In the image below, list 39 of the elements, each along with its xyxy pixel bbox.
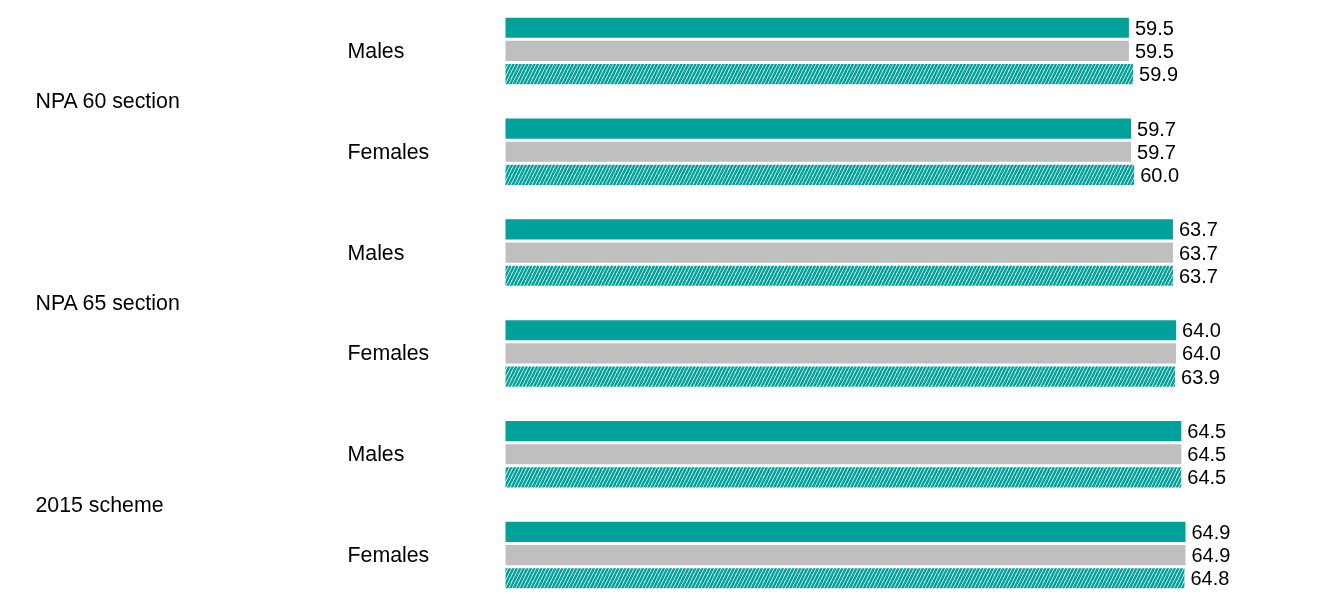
- data-label: 63.7: [1178, 241, 1218, 264]
- data-label: 59.9: [1139, 63, 1179, 86]
- y-tick-label: Males: [347, 442, 405, 467]
- data-label: 64.5: [1187, 420, 1227, 443]
- bar: [505, 420, 1182, 442]
- data-label: 63.9: [1181, 365, 1220, 388]
- bar: [505, 320, 1177, 341]
- data-label: 59.7: [1137, 117, 1176, 140]
- y-tick-label: Males: [347, 38, 405, 63]
- data-label: 64.5: [1187, 466, 1227, 489]
- data-label: 64.9: [1191, 544, 1231, 567]
- data-label: 63.7: [1178, 218, 1218, 241]
- y-tick-label: Males: [347, 240, 405, 265]
- bar: [505, 444, 1182, 465]
- y-tick-label: Females: [347, 341, 430, 366]
- bar: [505, 141, 1132, 162]
- bar: [505, 521, 1186, 542]
- data-label: 59.5: [1134, 39, 1174, 62]
- data-label: 59.5: [1134, 16, 1174, 39]
- text: NPA 65 section: [35, 291, 180, 315]
- data-label: 64.5: [1187, 443, 1227, 466]
- text: NPA 60 section: [35, 89, 180, 114]
- bar: [505, 17, 1129, 38]
- data-label: 63.7: [1178, 264, 1218, 287]
- bar: [505, 343, 1177, 364]
- data-label: 64.9: [1191, 520, 1231, 543]
- data-label: 64.0: [1182, 319, 1222, 342]
- data-label: 59.7: [1137, 140, 1176, 163]
- data-label: 64.0: [1182, 342, 1222, 365]
- bar: [505, 219, 1173, 240]
- y-tick-label: Females: [347, 543, 430, 568]
- data-label: 60.0: [1140, 163, 1180, 186]
- bar: [505, 242, 1173, 263]
- y-tick-label: Females: [347, 139, 430, 164]
- bar: [505, 40, 1129, 61]
- bar: [505, 118, 1132, 139]
- bar: [505, 545, 1186, 566]
- text: 2015 scheme: [35, 492, 164, 517]
- data-label: 64.8: [1190, 567, 1230, 590]
